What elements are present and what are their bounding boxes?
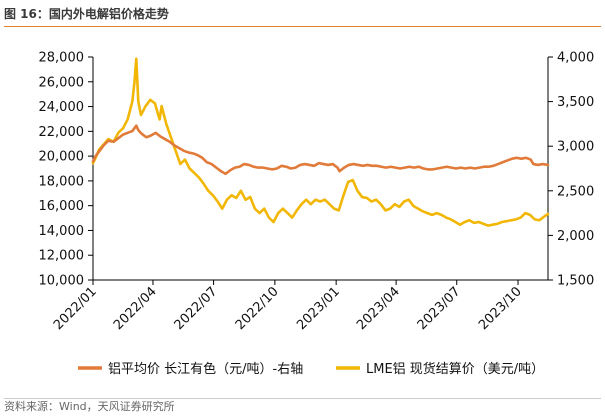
x-tick-label: 2022/10 [233,284,282,333]
chart-legend: 铝平均价 长江有色（元/吨）-右轴 LME铝 现货结算价（美元/吨） [78,361,544,377]
x-tick-label: 2023/04 [354,284,403,333]
x-tick-label: 2022/04 [111,284,160,333]
x-tick-label: 2023/10 [476,284,525,333]
series-line-lme [91,57,550,227]
y-left-tick-label: 14,000 [39,224,85,239]
title-rule [4,26,601,27]
y-left-tick-label: 20,000 [39,150,85,165]
legend-entry-lme-label: LME铝 现货结算价（美元/吨） [366,361,544,377]
source-text: 资料来源：Wind，天风证券研究所 [4,400,175,413]
chart-axes [92,57,549,281]
y-left-tick-label: 10,000 [39,274,85,289]
y-right-tick-label: 1,500 [557,274,594,289]
y-left-tick-label: 24,000 [39,100,85,115]
y-left-tick-label: 26,000 [39,75,85,90]
y-left-tick-label: 22,000 [39,125,85,140]
figure-title: 图 16：国内外电解铝价格走势 [4,4,601,27]
price-chart: 10,000 12,000 14,000 16,000 18,000 20,000 22,0… [39,51,595,378]
y-right-tick-label: 2,000 [557,229,594,244]
x-tick-label: 2022/01 [51,284,100,333]
y-left-tick-label: 28,000 [39,51,85,66]
y-right-tick-label: 2,500 [557,184,594,199]
source-rule [4,398,601,399]
y-left-tick-label: 18,000 [39,174,85,189]
figure-title-text: 图 16：国内外电解铝价格走势 [4,7,169,21]
y-right-tick-label: 3,500 [557,95,594,110]
source-note: 资料来源：Wind，天风证券研究所 [4,398,601,416]
series-line-changjiang [91,124,550,176]
x-tick-label: 2023/01 [294,284,343,333]
y-left-tick-label: 16,000 [39,199,85,214]
chart-ticks: 10,000 12,000 14,000 16,000 18,000 20,000 22,0… [39,51,595,334]
legend-entry-changjiang-label: 铝平均价 长江有色（元/吨）-右轴 [108,361,303,377]
y-left-tick-label: 12,000 [39,249,85,264]
y-right-tick-label: 3,000 [557,140,594,155]
x-tick-label: 2022/07 [172,284,221,333]
chart-series [91,57,550,227]
y-right-tick-label: 4,000 [557,51,594,66]
x-tick-label: 2023/07 [415,284,464,333]
